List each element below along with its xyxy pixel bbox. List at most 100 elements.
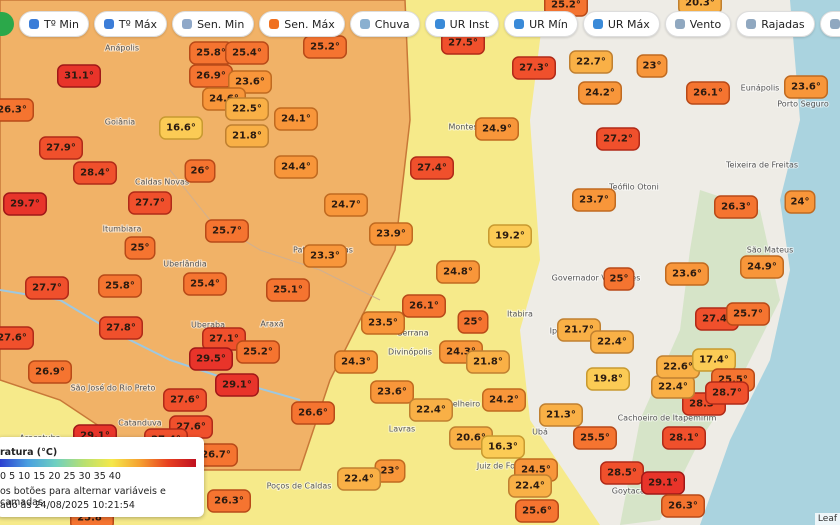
temperature-marker[interactable]: 24.2° — [482, 388, 526, 412]
temperature-marker[interactable]: 24.1° — [274, 107, 318, 131]
temperature-marker[interactable]: 28.7° — [705, 381, 749, 405]
marker-box[interactable] — [163, 388, 207, 412]
marker-box[interactable] — [569, 50, 613, 74]
temperature-marker[interactable]: 25.1° — [266, 278, 310, 302]
layer-button[interactable]: Rajadas — [736, 11, 815, 37]
temperature-marker[interactable]: 23.9° — [369, 222, 413, 246]
marker-box[interactable] — [73, 161, 117, 185]
temperature-marker[interactable]: 26.1° — [686, 81, 730, 105]
marker-box[interactable] — [409, 398, 453, 422]
marker-box[interactable] — [0, 326, 34, 350]
marker-box[interactable] — [539, 403, 583, 427]
marker-box[interactable] — [686, 81, 730, 105]
marker-box[interactable] — [124, 236, 156, 260]
temperature-marker[interactable]: 27.6° — [163, 388, 207, 412]
temperature-marker[interactable]: 22.4° — [651, 375, 695, 399]
marker-box[interactable] — [57, 64, 101, 88]
marker-box[interactable] — [274, 155, 318, 179]
marker-box[interactable] — [410, 156, 454, 180]
marker-box[interactable] — [324, 193, 368, 217]
temperature-marker[interactable]: 22.4° — [337, 467, 381, 491]
marker-box[interactable] — [99, 316, 143, 340]
layer-button[interactable]: UR Máx — [582, 11, 660, 37]
temperature-marker[interactable]: 29.1° — [215, 373, 259, 397]
marker-box[interactable] — [184, 159, 216, 183]
temperature-marker[interactable]: 23.6° — [370, 380, 414, 404]
marker-box[interactable] — [303, 244, 347, 268]
layer-button[interactable]: Rajadas Max — [819, 11, 840, 37]
temperature-marker[interactable]: 24.9° — [740, 255, 784, 279]
temperature-marker[interactable]: 25.7° — [726, 302, 770, 326]
layer-button[interactable]: Vento — [664, 11, 732, 37]
temperature-marker[interactable]: 27.7° — [25, 276, 69, 300]
temperature-marker[interactable]: 26.7° — [194, 443, 238, 467]
attribution[interactable]: Leaf — [814, 513, 840, 525]
marker-box[interactable] — [596, 127, 640, 151]
temperature-marker[interactable]: 25.7° — [205, 219, 249, 243]
home-button[interactable] — [0, 12, 14, 36]
marker-box[interactable] — [236, 340, 280, 364]
temperature-marker[interactable]: 19.8° — [586, 367, 630, 391]
marker-box[interactable] — [482, 388, 526, 412]
temperature-marker[interactable]: 21.7° — [557, 318, 601, 342]
marker-box[interactable] — [205, 219, 249, 243]
temperature-marker[interactable]: 16.6° — [159, 116, 203, 140]
marker-box[interactable] — [215, 373, 259, 397]
temperature-marker[interactable]: 24.3° — [334, 350, 378, 374]
marker-box[interactable] — [225, 41, 269, 65]
marker-box[interactable] — [590, 330, 634, 354]
temperature-marker[interactable]: 25.5° — [573, 426, 617, 450]
marker-box[interactable] — [225, 97, 269, 121]
temperature-marker[interactable]: 26.1° — [402, 294, 446, 318]
marker-box[interactable] — [0, 98, 34, 122]
temperature-marker[interactable]: 25° — [603, 267, 635, 291]
temperature-marker[interactable]: 27.6° — [0, 326, 34, 350]
marker-box[interactable] — [578, 81, 622, 105]
marker-box[interactable] — [370, 380, 414, 404]
temperature-marker[interactable]: 29.5° — [189, 347, 233, 371]
temperature-marker[interactable]: 25° — [457, 310, 489, 334]
marker-box[interactable] — [740, 255, 784, 279]
marker-box[interactable] — [39, 136, 83, 160]
temperature-marker[interactable]: 17.4° — [692, 348, 736, 372]
temperature-marker[interactable]: 26.3° — [0, 98, 34, 122]
marker-box[interactable] — [661, 494, 705, 518]
marker-box[interactable] — [475, 117, 519, 141]
marker-box[interactable] — [159, 116, 203, 140]
temperature-marker[interactable]: 24.4° — [274, 155, 318, 179]
temperature-marker[interactable]: 27.5° — [441, 31, 485, 55]
marker-box[interactable] — [488, 224, 532, 248]
temperature-marker[interactable]: 16.3° — [481, 435, 525, 459]
marker-box[interactable] — [573, 426, 617, 450]
temperature-marker[interactable]: 26° — [184, 159, 216, 183]
marker-box[interactable] — [183, 272, 227, 296]
temperature-marker[interactable]: 25° — [124, 236, 156, 260]
temperature-marker[interactable]: 29.7° — [3, 192, 47, 216]
layer-button[interactable]: Sen. Máx — [259, 11, 345, 37]
temperature-marker[interactable]: 25.8° — [98, 274, 142, 298]
temperature-marker[interactable]: 26.9° — [189, 64, 233, 88]
temperature-marker[interactable]: 25.6° — [515, 499, 559, 523]
marker-box[interactable] — [334, 350, 378, 374]
temperature-marker[interactable]: 23.6° — [665, 262, 709, 286]
marker-box[interactable] — [784, 75, 828, 99]
temperature-marker[interactable]: 23.5° — [361, 311, 405, 335]
marker-box[interactable] — [636, 54, 668, 78]
temperature-marker[interactable]: 23° — [374, 459, 406, 483]
temperature-marker[interactable]: 25.2° — [236, 340, 280, 364]
marker-box[interactable] — [508, 474, 552, 498]
temperature-marker[interactable]: 28.5° — [600, 461, 644, 485]
marker-box[interactable] — [207, 489, 251, 513]
layer-button[interactable]: Tº Min — [19, 11, 89, 37]
temperature-marker[interactable]: 25.4° — [183, 272, 227, 296]
marker-box[interactable] — [641, 471, 685, 495]
marker-box[interactable] — [225, 124, 269, 148]
temperature-marker[interactable]: 26.3° — [207, 489, 251, 513]
marker-box[interactable] — [369, 222, 413, 246]
temperature-marker[interactable]: 23.7° — [572, 188, 616, 212]
temperature-marker[interactable]: 26.9° — [28, 360, 72, 384]
marker-box[interactable] — [481, 435, 525, 459]
layer-button[interactable]: Chuva — [349, 11, 420, 37]
temperature-marker[interactable]: 21.3° — [539, 403, 583, 427]
temperature-marker[interactable]: 27.4° — [410, 156, 454, 180]
